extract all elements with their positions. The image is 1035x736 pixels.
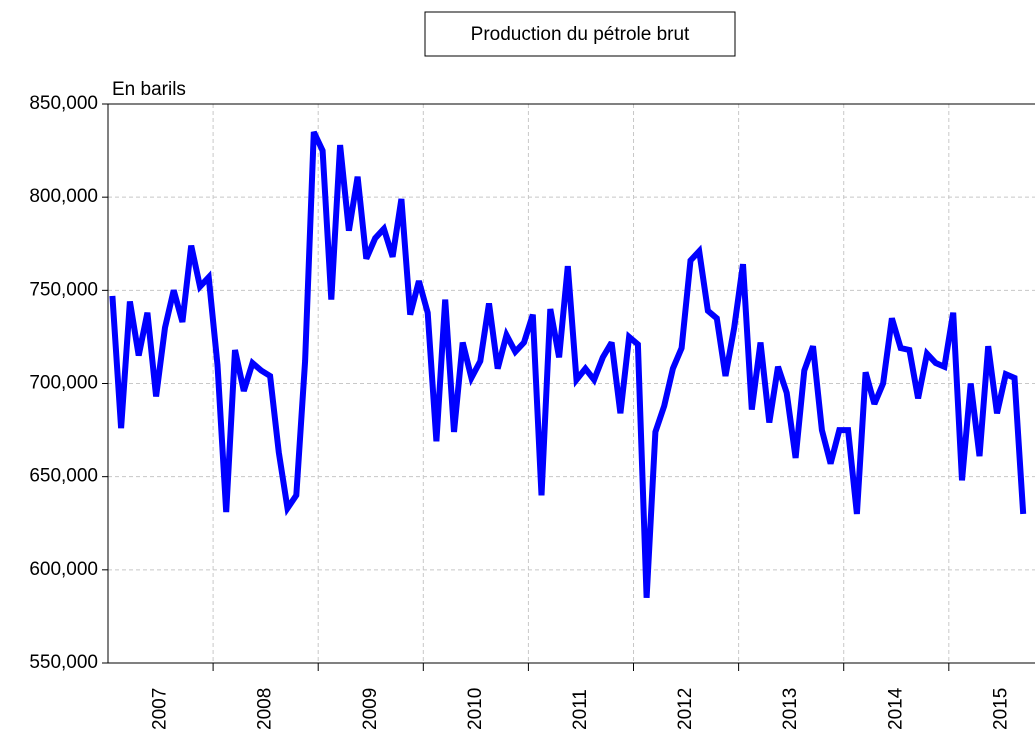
x-tick-label: 2009 [360, 688, 381, 730]
plot-frame [107, 103, 1035, 664]
y-axis-label: En barils [112, 79, 186, 100]
x-tick-label: 2011 [570, 689, 591, 730]
y-tick-label: 750,000 [29, 279, 98, 300]
series-line [109, 130, 1027, 598]
x-tick-label: 2010 [465, 688, 486, 730]
y-tick-label: 850,000 [29, 93, 98, 114]
x-tick-label: 2007 [150, 688, 171, 730]
title-box [424, 11, 736, 57]
x-tick-label: 2015 [990, 688, 1011, 730]
x-tick-label: 2013 [780, 688, 801, 730]
y-tick-label: 800,000 [29, 186, 98, 207]
x-tick-label: 2012 [675, 688, 696, 730]
y-tick-label: 650,000 [29, 466, 98, 487]
chart-title: Production du pétrole brut [471, 24, 690, 45]
x-tick-label: 2008 [255, 688, 276, 730]
y-tick-label: 550,000 [29, 652, 98, 673]
y-tick-label: 700,000 [29, 373, 98, 394]
y-tick-label: 600,000 [29, 559, 98, 580]
x-tick-label: 2014 [885, 687, 906, 730]
